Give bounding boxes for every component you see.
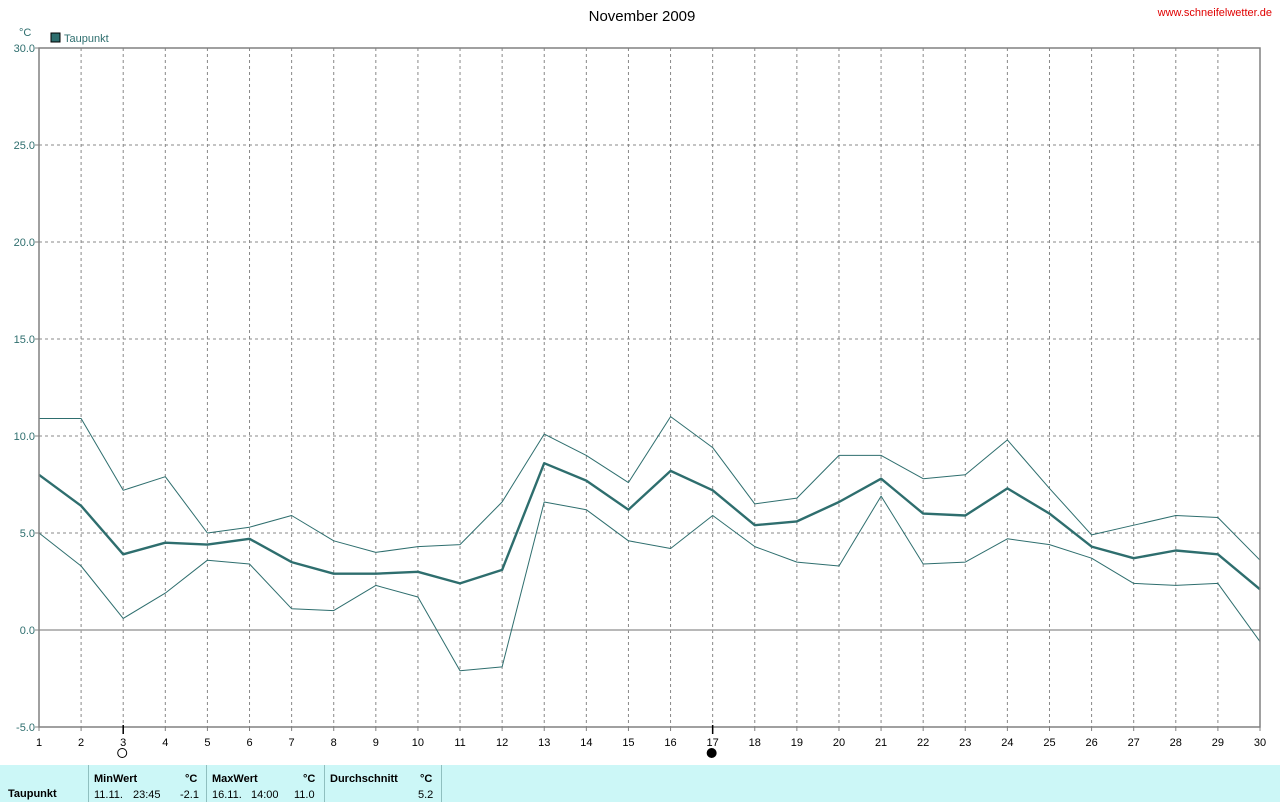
x-tick-label: 11 <box>454 737 465 749</box>
axes: -5.00.05.010.015.020.025.030.01 2 3 4 5 6 7 8 9 1… <box>14 43 1266 758</box>
x-tick-label: 26 <box>1085 737 1097 749</box>
avg-value: 5.2 <box>418 789 434 801</box>
x-tick-label: 7 <box>289 737 295 749</box>
x-tick-label: 3 <box>120 737 126 749</box>
x-tick-label: 21 <box>875 737 887 749</box>
x-tick-label: 18 <box>749 737 761 749</box>
legend-swatch <box>50 32 61 43</box>
stats-avg: Durchschnitt °C 5.2 <box>324 765 441 802</box>
x-tick-label: 23 <box>959 737 971 749</box>
x-tick-label: 17 <box>707 737 719 749</box>
legend-label: Taupunkt <box>64 33 109 45</box>
x-tick-label: 28 <box>1170 737 1182 749</box>
x-tick-label: 19 <box>791 737 803 749</box>
max-unit: °C <box>303 773 316 785</box>
x-tick-label: 8 <box>331 737 337 749</box>
series-max-line <box>39 416 1261 561</box>
min-value: -2.1 <box>180 789 199 801</box>
series-layer <box>38 416 1261 672</box>
x-tick-label: 2 <box>78 737 84 749</box>
min-date: 11.11. <box>94 789 123 801</box>
x-tick-label: 27 <box>1128 737 1140 749</box>
stats-divider <box>324 765 325 802</box>
max-time: 14:00 <box>251 789 279 801</box>
stats-bar: Taupunkt MinWert °C 11.11. 23:45 -2.1 Ma… <box>0 765 1280 802</box>
min-unit: °C <box>185 773 198 785</box>
max-header: MaxWert <box>212 773 258 785</box>
max-date: 16.11. <box>212 789 242 801</box>
y-tick-label: 5.0 <box>20 528 35 540</box>
y-tick-label: 25.0 <box>14 140 35 152</box>
stats-min: MinWert °C 11.11. 23:45 -2.1 <box>88 765 206 802</box>
grid <box>39 48 1260 727</box>
y-tick-label: 10.0 <box>14 431 35 443</box>
x-tick-label: 12 <box>496 737 508 749</box>
x-tick-label: 9 <box>373 737 379 749</box>
site-link[interactable]: www.schneifelwetter.de <box>1157 7 1272 19</box>
min-header: MinWert <box>94 773 138 785</box>
x-tick-label: 10 <box>412 737 424 749</box>
x-tick-label: 16 <box>664 737 676 749</box>
x-tick-label: 25 <box>1043 737 1055 749</box>
x-tick-label: 1 <box>36 737 42 749</box>
x-tick-label: 15 <box>622 737 634 749</box>
x-tick-label: 24 <box>1001 737 1013 749</box>
avg-header: Durchschnitt <box>330 773 398 785</box>
min-time: 23:45 <box>133 789 161 801</box>
x-tick-label: 13 <box>538 737 550 749</box>
avg-unit: °C <box>420 773 433 785</box>
stats-row-label: Taupunkt <box>8 788 57 800</box>
x-tick-label: 5 <box>204 737 210 749</box>
x-tick-label: 20 <box>833 737 845 749</box>
x-tick-label: 6 <box>246 737 252 749</box>
full-moon-icon <box>117 748 128 758</box>
x-tick-label: 29 <box>1212 737 1224 749</box>
chart: November 2009 www.schneifelwetter.de °C … <box>14 7 1272 758</box>
series-min-line <box>38 495 1261 672</box>
y-tick-label: -5.0 <box>16 722 35 734</box>
y-tick-label: 30.0 <box>14 43 35 55</box>
stats-max: MaxWert °C 16.11. 14:00 11.0 <box>206 765 324 802</box>
plot-frame <box>38 47 1261 728</box>
y-tick-label: 20.0 <box>14 237 35 249</box>
x-tick-label: 22 <box>917 737 929 749</box>
new-moon-icon <box>706 748 717 758</box>
y-tick-label: 15.0 <box>14 334 35 346</box>
stats-divider <box>441 765 442 802</box>
x-tick-label: 14 <box>580 737 592 749</box>
chart-title: November 2009 <box>589 8 696 25</box>
y-unit-label: °C <box>19 27 31 39</box>
x-tick-label: 4 <box>162 737 168 749</box>
stats-divider <box>88 765 89 802</box>
x-tick-label: 30 <box>1254 737 1266 749</box>
max-value: 11.0 <box>294 789 315 801</box>
series-mean-line <box>38 462 1261 591</box>
y-tick-label: 0.0 <box>20 625 35 637</box>
stats-divider <box>206 765 207 802</box>
